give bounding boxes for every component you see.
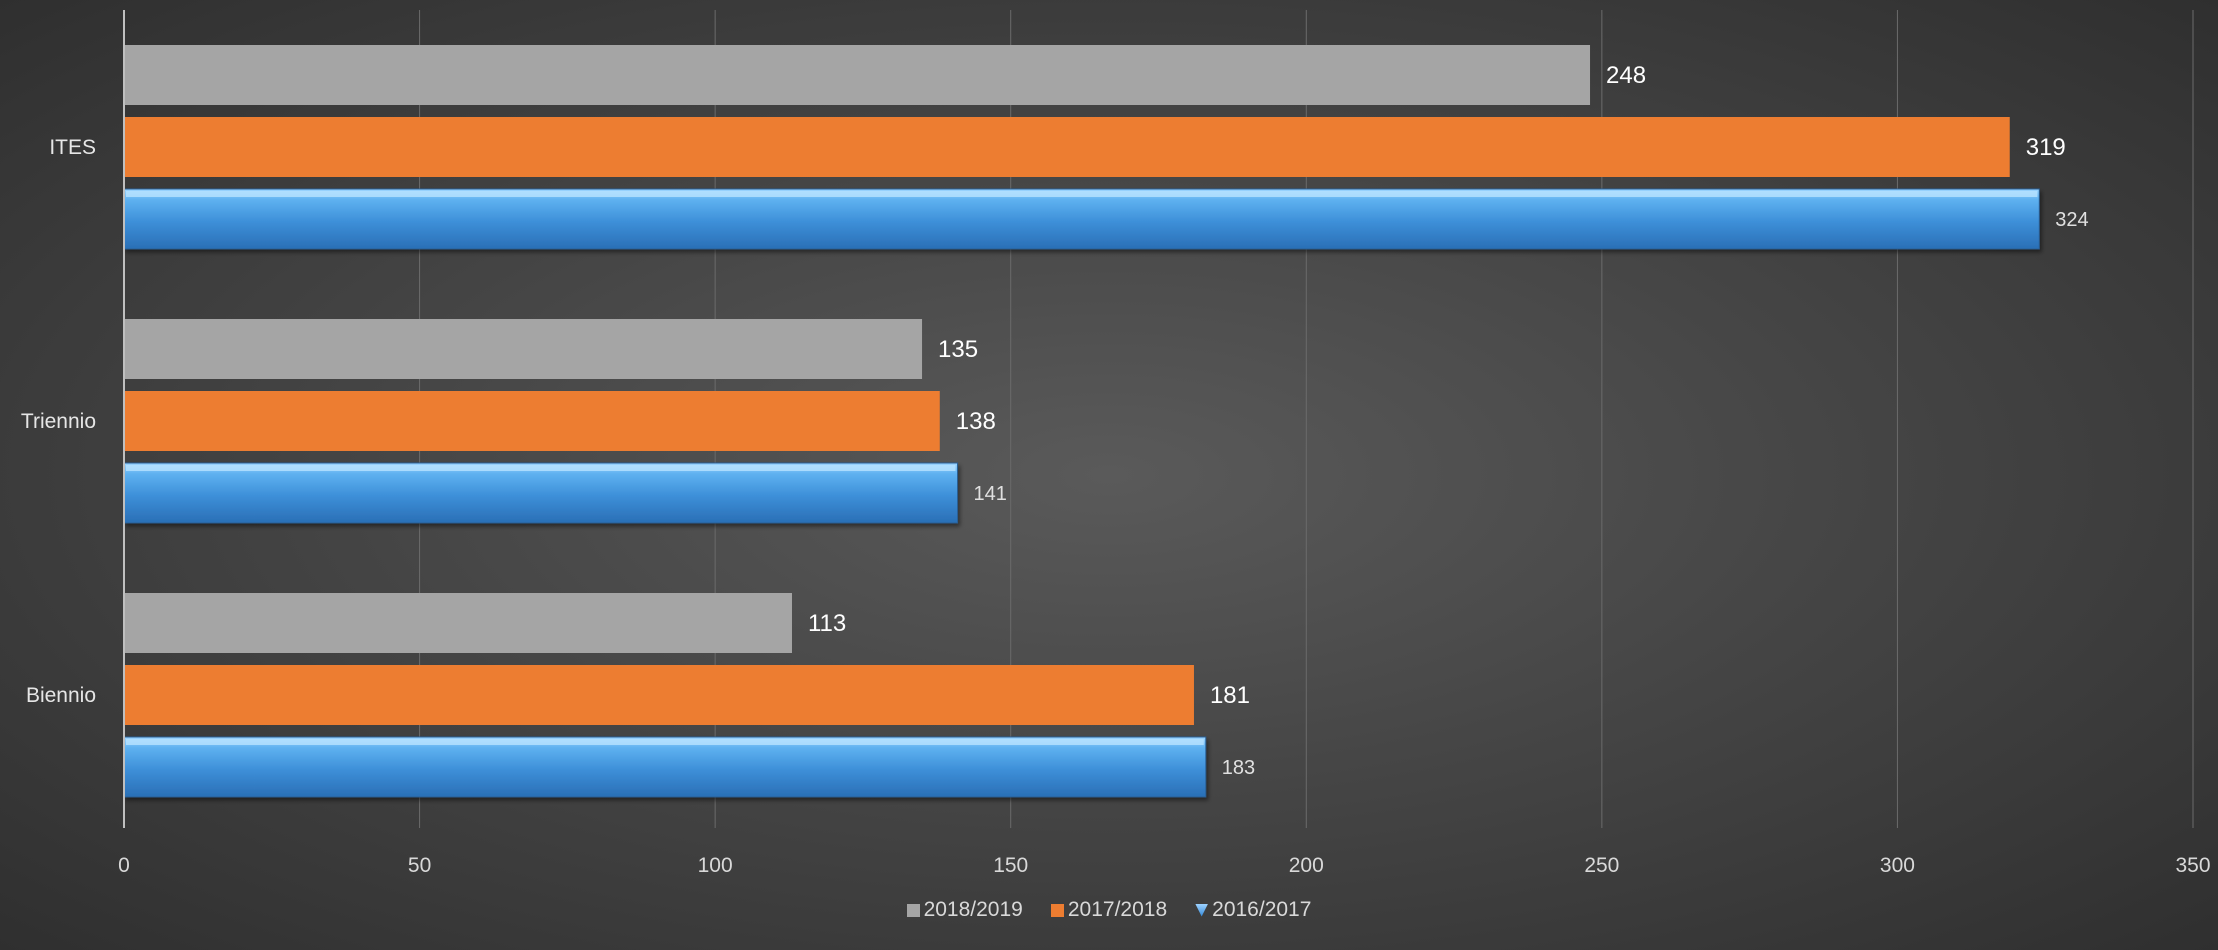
x-tick-label: 250 [1584, 854, 1619, 877]
data-label: 135 [938, 336, 978, 363]
legend-item-2: 2016/2017 [1195, 898, 1311, 922]
data-label: 138 [956, 408, 996, 435]
data-label: 248 [1606, 62, 1646, 89]
bar-2017/2018 [124, 117, 2010, 177]
legend-swatch-2 [1195, 903, 1209, 917]
data-labels: 248 319 324 135 138 141 113 181 183 [808, 62, 2089, 779]
x-tick-label: 300 [1880, 854, 1915, 877]
legend-label-0: 2018/2019 [923, 898, 1023, 921]
data-label: 181 [1210, 682, 1250, 709]
bar-2016/2017 [123, 188, 2040, 250]
legend-label-1: 2017/2018 [1067, 898, 1168, 921]
bar-highlight [126, 465, 956, 471]
bar-2018/2019 [124, 593, 792, 653]
data-label: 183 [1222, 757, 1255, 779]
bar-highlight [126, 191, 2038, 197]
bar-2017/2018 [124, 391, 940, 451]
x-tick-label: 50 [408, 854, 431, 877]
x-tick-label: 100 [698, 854, 733, 877]
bar-2016/2017 [123, 462, 959, 524]
legend-swatch-0 [906, 903, 920, 917]
category-label: Biennio [26, 684, 96, 707]
bar-2017/2018 [124, 665, 1194, 725]
bar-2018/2019 [124, 319, 923, 379]
x-tick-label: 150 [993, 854, 1028, 877]
data-label: 113 [808, 610, 846, 637]
legend-label-2: 2016/2017 [1212, 898, 1312, 921]
x-tick-label: 350 [2175, 854, 2210, 877]
data-label: 324 [2055, 209, 2088, 231]
data-label: 319 [2026, 134, 2066, 161]
category-label: ITES [49, 136, 96, 159]
bar-chart: 248 319 324 135 138 141 113 181 183 0 50 100 150 200… [21, 10, 2211, 877]
bars [123, 45, 2040, 798]
legend-item-0: 2018/2019 [906, 898, 1023, 922]
bar-2016/2017 [123, 736, 1207, 798]
x-tick-label: 0 [118, 854, 130, 877]
category-label: Triennio [21, 410, 96, 433]
data-label: 141 [974, 483, 1007, 505]
legend-item-1: 2017/2018 [1050, 898, 1168, 922]
legend: 2018/2019 2017/2018 2016/2017 [0, 898, 2218, 922]
bar-2018/2019 [124, 45, 1591, 105]
legend-swatch-1 [1050, 903, 1064, 917]
axes: 0 50 100 150 200 250 300 350 ITES Triennio Biennio [21, 10, 2211, 877]
bar-highlight [126, 739, 1204, 745]
x-tick-label: 200 [1289, 854, 1324, 877]
